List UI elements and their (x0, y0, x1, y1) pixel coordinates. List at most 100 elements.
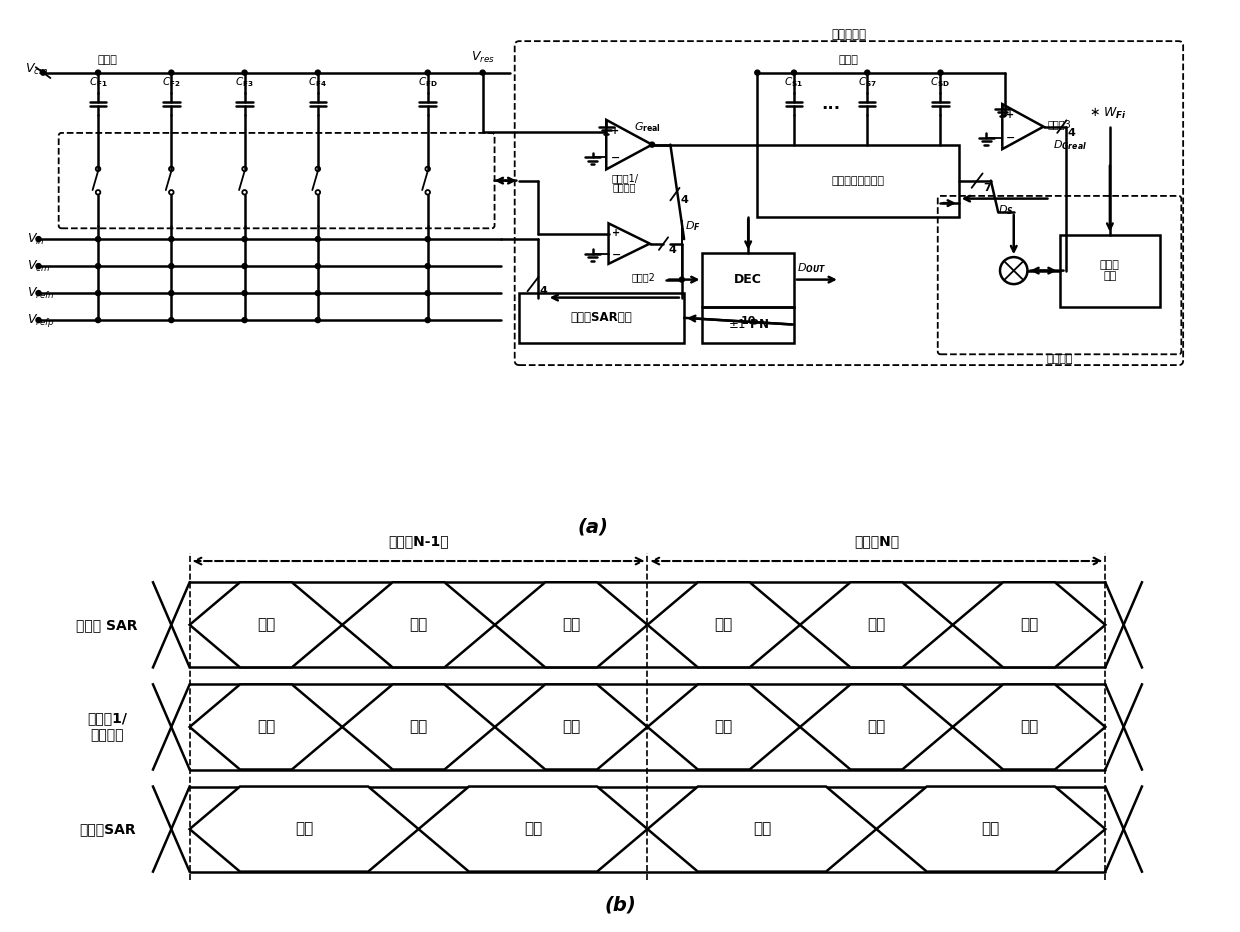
Text: $C_{\mathregular{S1}}$: $C_{\mathregular{S1}}$ (785, 75, 804, 89)
Polygon shape (419, 787, 647, 871)
Circle shape (315, 237, 320, 241)
Circle shape (425, 264, 430, 268)
Text: 噪声量化器: 噪声量化器 (832, 28, 867, 41)
Text: $C_{\mathregular{S7}}$: $C_{\mathregular{S7}}$ (858, 75, 877, 89)
Text: DEC: DEC (734, 273, 763, 286)
Circle shape (791, 70, 796, 75)
Text: $D_{\mathregular{S}}$: $D_{\mathregular{S}}$ (998, 203, 1014, 217)
Text: 4: 4 (1068, 128, 1075, 138)
Text: 校准引擎: 校准引擎 (1047, 354, 1073, 364)
Circle shape (41, 70, 46, 75)
Polygon shape (190, 787, 419, 871)
Text: ...: ... (821, 95, 841, 113)
Polygon shape (800, 582, 952, 667)
Text: 4: 4 (670, 245, 677, 255)
Text: (b): (b) (604, 895, 636, 914)
Circle shape (315, 291, 320, 295)
Text: $C_{\mathregular{F3}}$: $C_{\mathregular{F3}}$ (236, 75, 254, 89)
Text: $\pm 1$ PN: $\pm 1$ PN (728, 318, 769, 331)
Text: $D_{\mathregular{OUT}}$: $D_{\mathregular{OUT}}$ (797, 261, 826, 275)
Text: 7: 7 (983, 183, 991, 193)
Text: $C_{\mathregular{FD}}$: $C_{\mathregular{FD}}$ (418, 75, 438, 89)
Polygon shape (800, 684, 952, 770)
Circle shape (315, 264, 320, 268)
Text: $V_{\mathregular{refn}}$: $V_{\mathregular{refn}}$ (26, 285, 55, 301)
Circle shape (169, 70, 174, 75)
Text: $C_{\mathregular{SD}}$: $C_{\mathregular{SD}}$ (930, 75, 951, 89)
Text: 空闲: 空闲 (562, 617, 580, 632)
Text: 周期（N-1）: 周期（N-1） (388, 534, 449, 548)
Text: 动态运放: 动态运放 (613, 183, 636, 192)
Text: 第二级SAR: 第二级SAR (79, 822, 135, 836)
Text: 采样: 采样 (257, 617, 275, 632)
Text: −: − (611, 250, 621, 259)
Bar (758, 144, 959, 216)
Text: $C_{\mathregular{F1}}$: $C_{\mathregular{F1}}$ (89, 75, 108, 89)
Text: +: + (1006, 110, 1014, 120)
Text: $V_{\mathregular{in}}$: $V_{\mathregular{in}}$ (26, 231, 45, 247)
Polygon shape (495, 684, 647, 770)
Text: $V_{\mathregular{cm}}$: $V_{\mathregular{cm}}$ (25, 62, 48, 77)
Circle shape (95, 291, 100, 295)
Circle shape (95, 264, 100, 268)
Bar (702, 307, 794, 343)
Text: 采样: 采样 (523, 822, 542, 837)
Text: $\ast\ W_{\mathregular{Fi}}$: $\ast\ W_{\mathregular{Fi}}$ (1089, 105, 1127, 120)
Text: 转换: 转换 (867, 617, 885, 632)
Circle shape (315, 70, 320, 75)
Circle shape (36, 264, 41, 268)
Text: 转换: 转换 (753, 822, 771, 837)
Text: 转换: 转换 (295, 822, 314, 837)
Text: −: − (611, 153, 620, 163)
Polygon shape (190, 582, 342, 667)
Polygon shape (647, 787, 877, 871)
Text: 比较: 比较 (867, 720, 885, 734)
Circle shape (95, 318, 100, 322)
Polygon shape (647, 684, 800, 770)
Polygon shape (190, 684, 342, 770)
Circle shape (36, 237, 41, 241)
Circle shape (242, 237, 247, 241)
Circle shape (36, 318, 41, 322)
Text: 复位: 复位 (257, 720, 275, 734)
Text: +: + (613, 227, 620, 238)
Polygon shape (342, 684, 495, 770)
Circle shape (95, 237, 100, 241)
Text: 动态运放: 动态运放 (91, 729, 124, 743)
Bar (520, 293, 684, 343)
Text: 采样: 采样 (714, 617, 733, 632)
Text: $C_{\mathregular{F2}}$: $C_{\mathregular{F2}}$ (162, 75, 181, 89)
Text: 复位: 复位 (714, 720, 733, 734)
Polygon shape (877, 787, 1105, 871)
Text: $G_{\mathregular{real}}$: $G_{\mathregular{real}}$ (634, 120, 661, 134)
Text: $V_{\mathregular{res}}$: $V_{\mathregular{res}}$ (471, 50, 495, 65)
Text: $V_{\mathregular{cm}}$: $V_{\mathregular{cm}}$ (26, 258, 50, 274)
Text: 4: 4 (539, 286, 547, 296)
Text: 10: 10 (740, 316, 756, 325)
Circle shape (242, 318, 247, 322)
Text: 比较器1/: 比较器1/ (87, 711, 128, 725)
Text: 4: 4 (681, 196, 688, 205)
Text: 累加取
平均: 累加取 平均 (1100, 260, 1120, 281)
Polygon shape (647, 582, 800, 667)
Circle shape (169, 318, 174, 322)
Circle shape (480, 70, 485, 75)
Circle shape (650, 142, 655, 147)
Text: 最高位: 最高位 (839, 55, 859, 65)
Text: −: − (1006, 133, 1014, 144)
Text: 比较器1/: 比较器1/ (611, 173, 639, 184)
Text: $C_{\mathregular{F4}}$: $C_{\mathregular{F4}}$ (309, 75, 327, 89)
Circle shape (680, 277, 684, 282)
Text: (a): (a) (577, 517, 608, 536)
Text: $D_{\mathregular{F}}$: $D_{\mathregular{F}}$ (684, 219, 701, 232)
Bar (1059, 235, 1161, 307)
Text: 放大: 放大 (1019, 720, 1038, 734)
Polygon shape (952, 582, 1105, 667)
Circle shape (95, 70, 100, 75)
Circle shape (169, 237, 174, 241)
Circle shape (242, 291, 247, 295)
Polygon shape (495, 582, 647, 667)
Text: 比较: 比较 (409, 720, 428, 734)
Circle shape (169, 264, 174, 268)
Circle shape (242, 264, 247, 268)
